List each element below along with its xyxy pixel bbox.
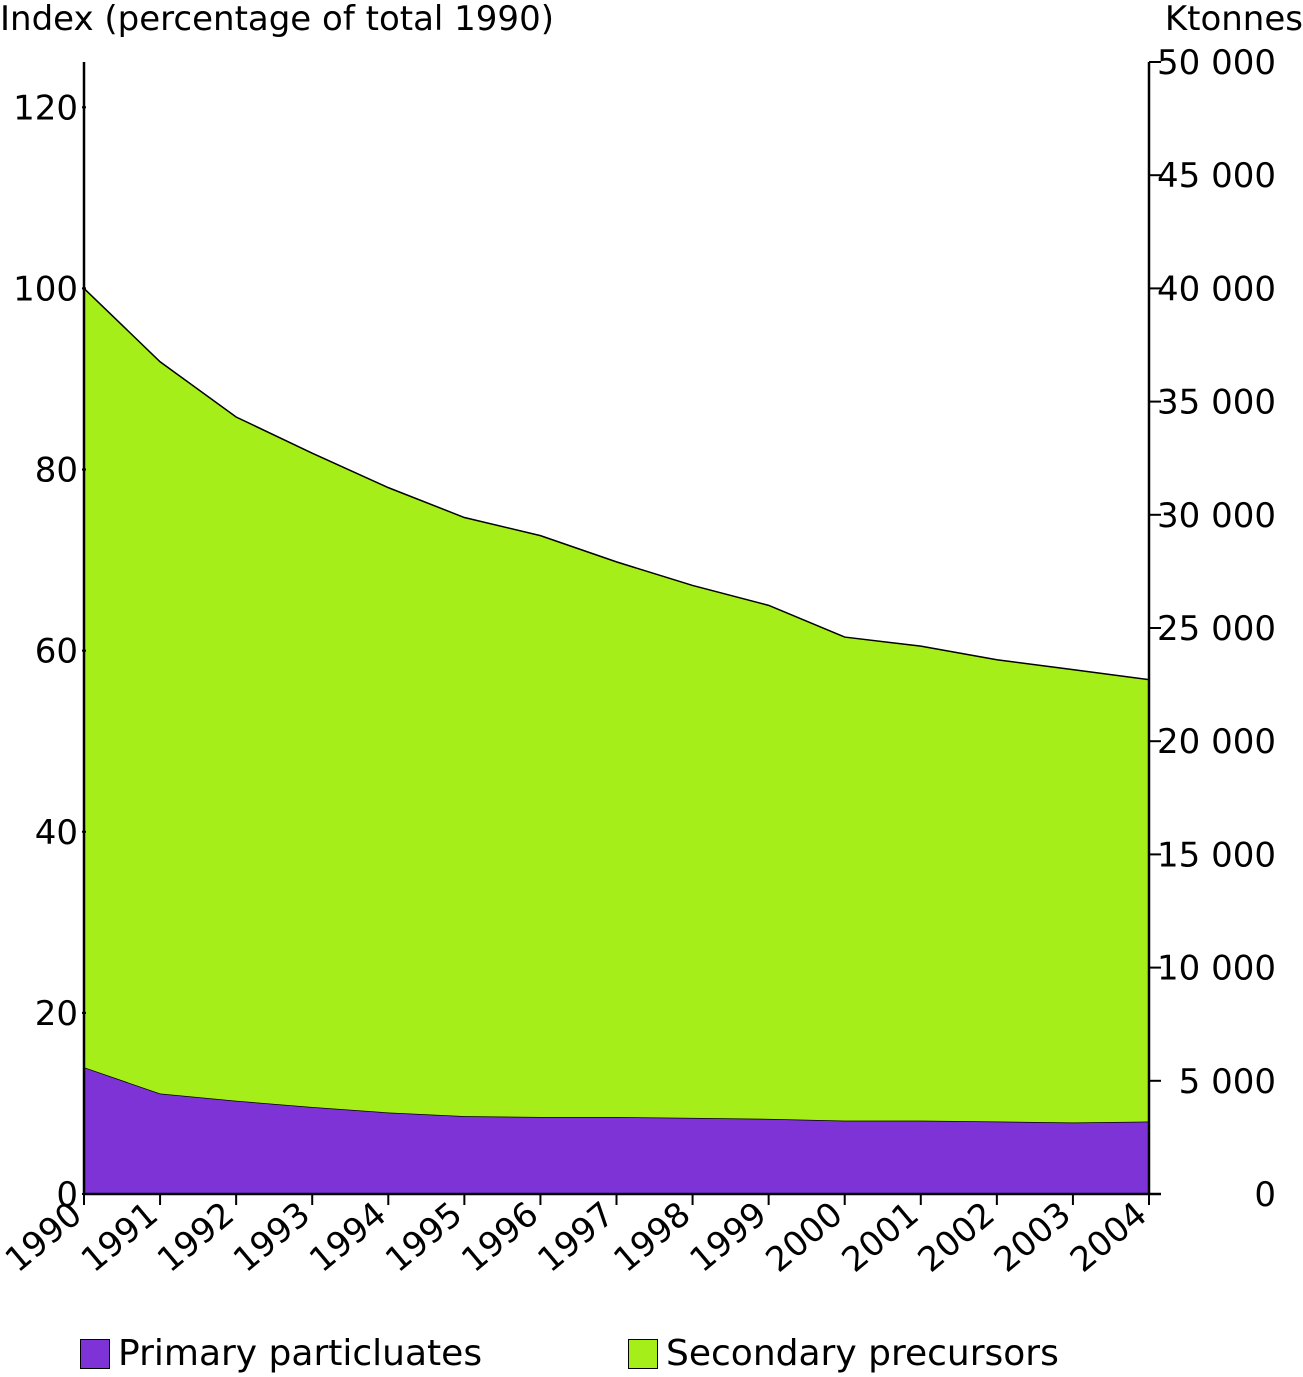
series-line-1 <box>83 287 1150 681</box>
left-tick-label-3: 60 <box>35 632 78 672</box>
right-tick-label-2: 10 000 <box>1157 949 1276 989</box>
x-tick-label-7: 1997 <box>530 1194 622 1280</box>
right-tick-label-6: 30 000 <box>1157 496 1276 536</box>
right-tick-label-4: 20 000 <box>1157 722 1276 762</box>
x-tick-label-14: 2004 <box>1063 1194 1155 1280</box>
legend: Primary particluates Secondary precursor… <box>0 1332 1303 1377</box>
right-tick-label-3: 15 000 <box>1157 835 1276 875</box>
x-tick-label-5: 1995 <box>378 1194 470 1280</box>
legend-item-secondary: Secondary precursors <box>628 1332 1059 1376</box>
right-tick-label-0: 0 <box>1254 1175 1276 1215</box>
x-tick-label-8: 1998 <box>606 1194 698 1280</box>
right-tick-label-9: 45 000 <box>1157 156 1276 196</box>
area-chart: 0 20 40 60 80 100 120 0 5 000 10 000 15 000 20 000 2… <box>0 0 1303 1281</box>
right-tick-label-5: 25 000 <box>1157 609 1276 649</box>
legend-item-primary: Primary particluates <box>80 1332 482 1376</box>
right-tick-label-8: 40 000 <box>1157 269 1276 309</box>
left-tick-label-5: 100 <box>13 269 78 309</box>
legend-label-secondary: Secondary precursors <box>666 1333 1059 1374</box>
legend-swatch-secondary <box>628 1339 658 1369</box>
x-tick-label-3: 1993 <box>226 1194 318 1280</box>
left-tick-label-4: 80 <box>35 451 78 491</box>
x-tick-label-10: 2000 <box>759 1194 851 1280</box>
legend-swatch-primary <box>80 1339 110 1369</box>
x-tick-label-9: 1999 <box>682 1194 774 1280</box>
x-tick-label-12: 2002 <box>911 1194 1003 1280</box>
x-tick-label-13: 2003 <box>987 1194 1079 1280</box>
x-tick-label-6: 1996 <box>454 1194 546 1280</box>
right-tick-label-7: 35 000 <box>1157 383 1276 423</box>
left-tick-label-1: 20 <box>35 994 78 1034</box>
x-tick-label-1: 1991 <box>74 1194 166 1280</box>
x-tick-label-2: 1992 <box>150 1194 242 1280</box>
left-tick-label-6: 120 <box>13 88 78 128</box>
right-tick-label-1: 5 000 <box>1179 1062 1276 1102</box>
legend-label-primary: Primary particluates <box>118 1333 483 1374</box>
left-tick-label-2: 40 <box>35 813 78 853</box>
left-tick-label-0: 0 <box>56 1175 78 1215</box>
left-axis-title: Index (percentage of total 1990) <box>0 0 554 39</box>
series-area-0 <box>84 1067 1149 1194</box>
right-tick-label-10: 50 000 <box>1157 43 1276 83</box>
series-area-1 <box>84 288 1149 1123</box>
x-tick-label-4: 1994 <box>302 1194 394 1280</box>
area-layer <box>83 287 1150 1194</box>
right-axis-title: Ktonnes <box>1165 0 1303 39</box>
x-tick-label-11: 2001 <box>835 1194 927 1280</box>
